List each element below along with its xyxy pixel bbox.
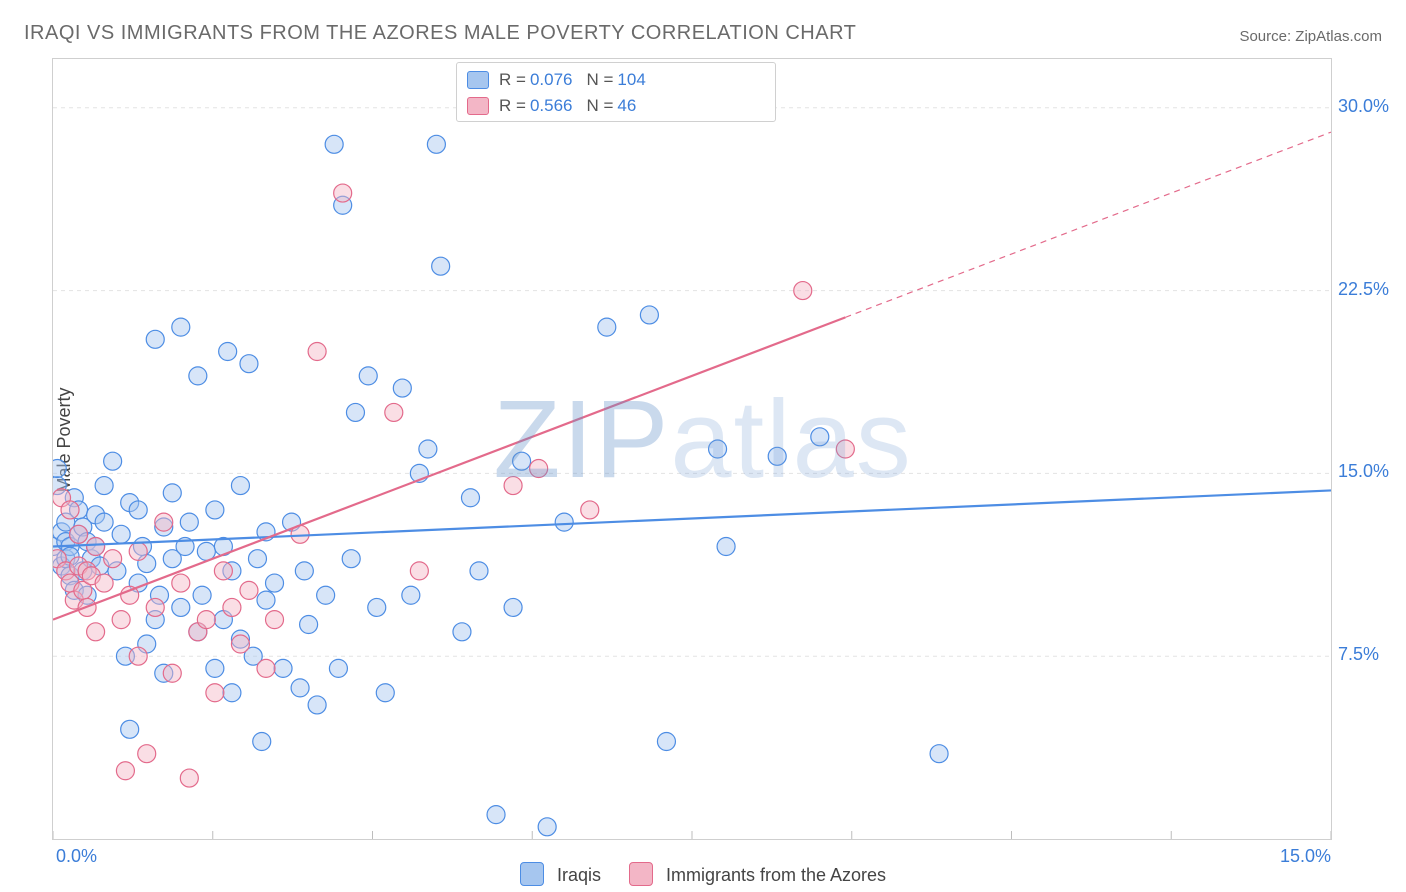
scatter-plot [52, 58, 1332, 840]
chart-source: Source: ZipAtlas.com [1239, 28, 1382, 45]
y-tick-label: 15.0% [1338, 461, 1389, 482]
legend-swatch-blue [467, 71, 489, 89]
y-tick-label: 30.0% [1338, 96, 1389, 117]
y-tick-label: 22.5% [1338, 279, 1389, 300]
legend-swatch-pink [629, 862, 653, 886]
legend-r-value: 0.076 [530, 70, 573, 90]
legend-r-value: 0.566 [530, 96, 573, 116]
legend-n-value: 104 [617, 70, 645, 90]
bottom-legend: Iraqis Immigrants from the Azores [0, 862, 1406, 886]
legend-correlation-box: R = 0.076 N = 104 R = 0.566 N = 46 [456, 62, 776, 122]
x-tick-label: 15.0% [1280, 846, 1331, 867]
legend-label: Iraqis [557, 865, 601, 885]
legend-swatch-pink [467, 97, 489, 115]
legend-n-label: N = [586, 70, 613, 90]
legend-row: R = 0.566 N = 46 [467, 93, 765, 119]
legend-n-label: N = [586, 96, 613, 116]
chart-title: IRAQI VS IMMIGRANTS FROM THE AZORES MALE… [24, 22, 856, 45]
legend-label: Immigrants from the Azores [666, 865, 886, 885]
legend-row: R = 0.076 N = 104 [467, 67, 765, 93]
y-tick-label: 7.5% [1338, 644, 1379, 665]
legend-item: Immigrants from the Azores [629, 862, 886, 886]
legend-n-value: 46 [617, 96, 636, 116]
legend-swatch-blue [520, 862, 544, 886]
legend-r-label: R = [499, 70, 526, 90]
legend-item: Iraqis [520, 862, 601, 886]
legend-r-label: R = [499, 96, 526, 116]
x-tick-label: 0.0% [56, 846, 97, 867]
